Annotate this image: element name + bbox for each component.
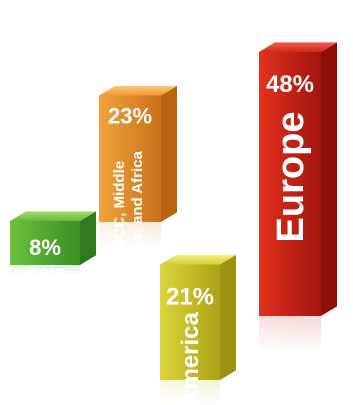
bar-america (159, 254, 237, 405)
category-label-asia: Asia (25, 263, 66, 284)
reflection-fade (98, 222, 178, 268)
category-label-gcc-mea-line2: East and Africa (129, 151, 146, 260)
bar-side-face (321, 42, 337, 317)
bar-asia (9, 211, 97, 282)
bar-front-face (99, 95, 161, 222)
labels: 8% Asia 23% GCC, Middle East and Africa 21%Am… (25, 71, 314, 405)
reflection-fade (159, 380, 237, 405)
bar-side-face (220, 254, 236, 380)
bar-top-face (10, 211, 96, 221)
bar-front-face (10, 221, 80, 265)
reflection-fade (258, 316, 338, 377)
bar-europe (258, 42, 338, 377)
category-label-america: America (177, 311, 204, 405)
bar-gcc-mea (98, 85, 178, 268)
reflection-fade (9, 265, 97, 282)
bar-front-face (160, 264, 220, 380)
bar-top-face (160, 254, 236, 265)
category-label-gcc-mea-line1: GCC, Middle (111, 161, 128, 250)
category-label-europe: Europe (270, 112, 312, 243)
value-label-europe: 48% (266, 71, 314, 98)
value-label-asia: 8% (29, 235, 61, 260)
bar-top-face (99, 85, 177, 96)
value-label-gcc-mea: 23% (108, 104, 152, 129)
bar-side-face (80, 211, 96, 265)
bar-front-face (259, 52, 321, 316)
bar-side-face (161, 85, 177, 223)
value-label-america: 21% (166, 284, 214, 311)
bar-top-face (259, 42, 337, 52)
